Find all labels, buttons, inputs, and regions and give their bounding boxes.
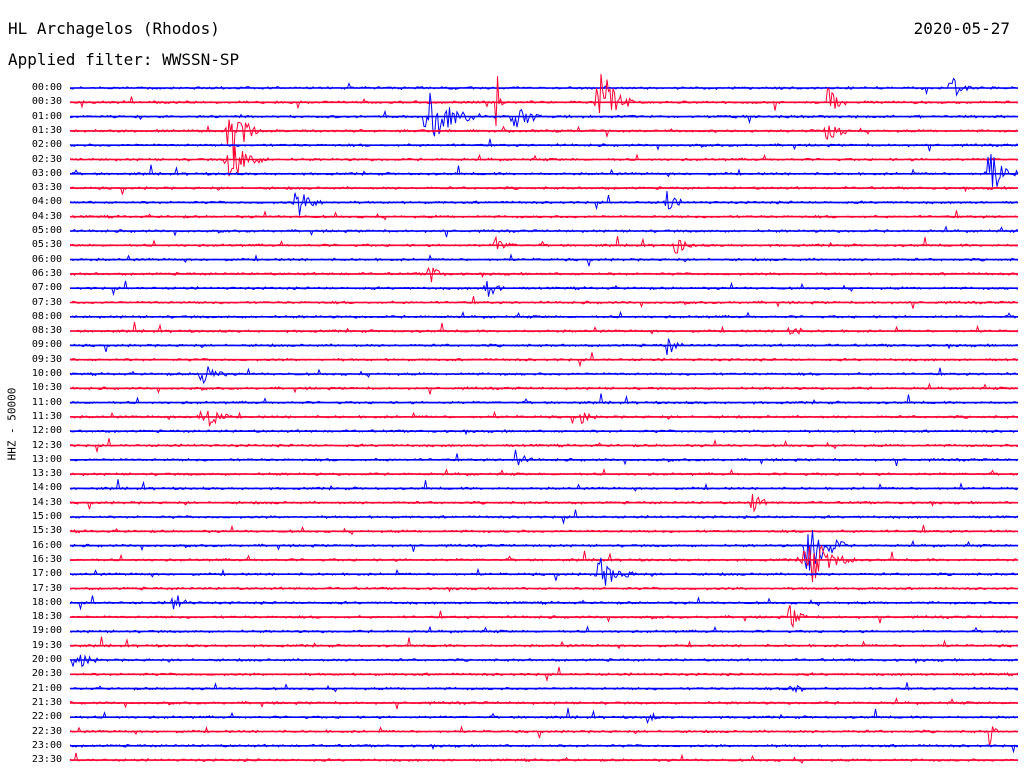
hour-label: 03:00 bbox=[31, 167, 62, 179]
hour-label: 15:00 bbox=[31, 511, 62, 522]
hour-label: 19:00 bbox=[31, 625, 62, 637]
hour-label: 12:30 bbox=[31, 439, 62, 451]
trace-row bbox=[69, 524, 1019, 536]
hour-label: 14:30 bbox=[31, 496, 62, 508]
hour-label: 08:30 bbox=[31, 325, 62, 337]
trace-row bbox=[69, 530, 1019, 571]
filter-label: Applied filter: WWSSN-SP bbox=[8, 50, 240, 69]
trace-row bbox=[69, 449, 1019, 467]
trace-row bbox=[69, 544, 1019, 583]
trace-row bbox=[69, 752, 1018, 764]
hour-label: 20:00 bbox=[31, 654, 62, 665]
trace-row bbox=[69, 725, 1019, 747]
hour-labels: 00:00 00:30 01:00 01:30 02:00 02:30 03:00 03:30… bbox=[0, 0, 66, 780]
hour-label: 03:30 bbox=[31, 182, 62, 194]
hour-label: 17:30 bbox=[31, 582, 62, 594]
hour-label: 16:00 bbox=[31, 539, 62, 551]
trace-row bbox=[69, 338, 1019, 356]
hour-label: 10:30 bbox=[31, 382, 62, 394]
hour-label: 05:30 bbox=[31, 239, 62, 251]
trace-row bbox=[69, 73, 1019, 127]
station-title: HL Archagelos (Rhodos) bbox=[8, 19, 220, 38]
trace-row bbox=[69, 605, 1019, 629]
trace-row bbox=[69, 557, 1019, 586]
trace-row bbox=[69, 409, 1019, 427]
hour-label: 20:30 bbox=[31, 668, 62, 680]
hour-label: 11:30 bbox=[31, 410, 62, 422]
hour-label: 04:00 bbox=[31, 196, 62, 208]
trace-row bbox=[69, 682, 1019, 694]
hour-label: 15:30 bbox=[31, 525, 62, 537]
trace-row bbox=[69, 253, 1019, 267]
trace-row bbox=[69, 210, 1019, 221]
hour-label: 13:00 bbox=[31, 453, 62, 465]
hour-label: 01:00 bbox=[31, 110, 62, 122]
hour-label: 00:00 bbox=[31, 82, 62, 93]
trace-row bbox=[69, 191, 1019, 216]
hour-label: 16:30 bbox=[31, 553, 62, 565]
hour-label: 05:00 bbox=[31, 225, 62, 236]
hour-label: 21:00 bbox=[31, 682, 62, 694]
trace-row bbox=[69, 225, 1019, 238]
trace-row bbox=[69, 266, 1019, 283]
hour-label: 06:00 bbox=[31, 253, 62, 265]
hour-label: 22:30 bbox=[31, 725, 62, 737]
hour-label: 06:30 bbox=[31, 267, 62, 279]
hour-label: 21:30 bbox=[31, 696, 62, 708]
hour-label: 13:30 bbox=[31, 468, 62, 480]
trace-row bbox=[69, 382, 1019, 395]
trace-row bbox=[69, 321, 1019, 335]
hour-label: 23:00 bbox=[31, 739, 62, 751]
trace-row bbox=[69, 77, 1019, 97]
hour-label: 08:00 bbox=[31, 310, 62, 322]
hour-label: 11:00 bbox=[31, 396, 62, 408]
hour-label: 09:30 bbox=[31, 353, 62, 365]
hour-label: 02:00 bbox=[31, 139, 62, 151]
hour-label: 18:30 bbox=[31, 611, 62, 623]
hour-label: 04:30 bbox=[31, 210, 62, 222]
trace-row bbox=[69, 146, 1019, 177]
hour-label: 01:30 bbox=[31, 124, 62, 136]
hour-label: 12:00 bbox=[31, 425, 62, 437]
hour-label: 14:00 bbox=[31, 482, 62, 494]
trace-row bbox=[69, 697, 1019, 710]
hour-label: 02:30 bbox=[31, 153, 62, 165]
trace-row bbox=[70, 708, 1019, 725]
hour-label: 09:00 bbox=[31, 339, 62, 351]
hour-label: 07:00 bbox=[31, 282, 62, 294]
trace-row bbox=[69, 92, 1019, 137]
hour-label: 19:30 bbox=[31, 639, 62, 651]
hour-label: 07:30 bbox=[31, 296, 62, 308]
hour-label: 18:00 bbox=[31, 596, 62, 608]
hour-label: 22:00 bbox=[31, 711, 62, 723]
hour-label: 17:00 bbox=[31, 568, 62, 580]
trace-row bbox=[69, 119, 1019, 161]
hour-label: 00:30 bbox=[31, 96, 62, 108]
hour-label: 23:30 bbox=[31, 754, 62, 766]
hour-label: 10:00 bbox=[31, 368, 62, 379]
record-date: 2020-05-27 bbox=[913, 19, 1010, 38]
